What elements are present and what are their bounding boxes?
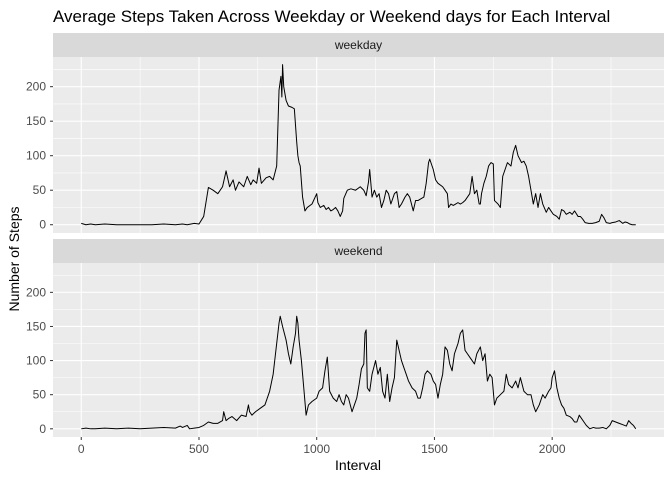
facet-panel-bottom: weekend 0 50 100 150 200 — [26, 239, 664, 437]
y-axis-title: Number of Steps — [6, 206, 22, 311]
y-tick-label: 200 — [26, 80, 46, 94]
y-tick-label: 100 — [26, 149, 46, 163]
panel-background — [53, 263, 664, 437]
y-tick-label: 200 — [26, 285, 46, 299]
facet-panel-top: weekday 0 50 100 150 200 — [26, 33, 664, 233]
series-line-weekday — [81, 64, 636, 226]
y-tick-label: 150 — [26, 319, 46, 333]
x-tick-label: 500 — [189, 442, 209, 456]
series-line-weekend — [81, 315, 637, 430]
facet-strip-label: weekday — [334, 38, 382, 52]
x-tick-label: 1000 — [303, 442, 330, 456]
facet-strip — [53, 33, 664, 57]
y-tick-label: 100 — [26, 354, 46, 368]
y-tick-label: 50 — [33, 388, 47, 402]
x-axis-title: Interval — [335, 457, 381, 473]
y-tick-label: 0 — [39, 422, 46, 436]
x-axis: 0 500 1000 1500 2000 — [78, 437, 566, 456]
y-tick-label: 0 — [39, 218, 46, 232]
x-tick-label: 1500 — [421, 442, 448, 456]
panel-background — [53, 57, 664, 233]
x-tick-label: 0 — [78, 442, 85, 456]
y-tick-label: 150 — [26, 114, 46, 128]
facet-strip — [53, 239, 664, 263]
x-tick-label: 2000 — [539, 442, 566, 456]
chart-title: Average Steps Taken Across Weekday or We… — [53, 7, 610, 26]
y-tick-label: 50 — [33, 183, 47, 197]
facet-strip-label: weekend — [333, 244, 382, 258]
